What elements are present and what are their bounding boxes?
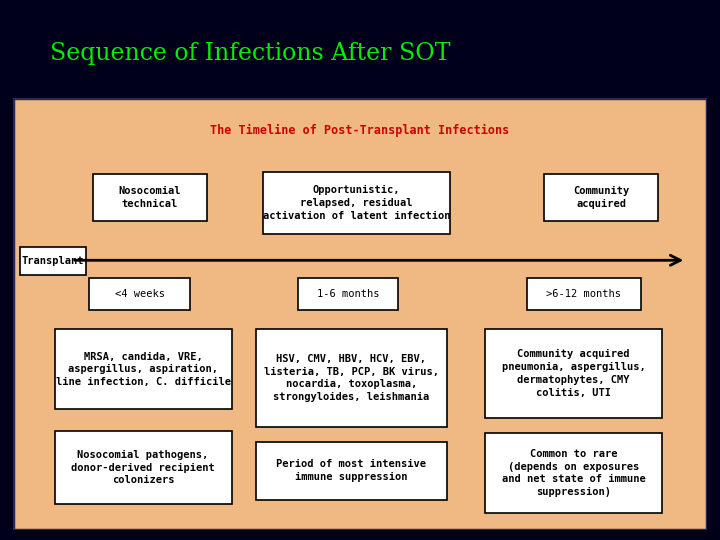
Text: Community acquired
pneumonia, aspergillus,
dermatophytes, CMY
colitis, UTI: Community acquired pneumonia, aspergillu… xyxy=(502,349,645,398)
Text: The Timeline of Post-Transplant Infections: The Timeline of Post-Transplant Infectio… xyxy=(210,124,510,137)
Text: Common to rare
(depends on exposures
and net state of immune
suppression): Common to rare (depends on exposures and… xyxy=(502,449,645,497)
FancyBboxPatch shape xyxy=(263,172,450,234)
Text: Period of most intensive
immune suppression: Period of most intensive immune suppress… xyxy=(276,460,426,482)
Text: Nosocomial pathogens,
donor-derived recipient
colonizers: Nosocomial pathogens, donor-derived reci… xyxy=(71,450,215,485)
FancyBboxPatch shape xyxy=(544,174,659,221)
Text: Transplant: Transplant xyxy=(22,256,84,266)
Text: Sequence of Infections After SOT: Sequence of Infections After SOT xyxy=(50,42,451,65)
FancyBboxPatch shape xyxy=(485,329,662,418)
Text: >6-12 months: >6-12 months xyxy=(546,289,621,299)
FancyBboxPatch shape xyxy=(93,174,207,221)
FancyBboxPatch shape xyxy=(55,431,232,504)
Text: HSV, CMV, HBV, HCV, EBV,
listeria, TB, PCP, BK virus,
nocardia, toxoplasma,
stro: HSV, CMV, HBV, HCV, EBV, listeria, TB, P… xyxy=(264,354,438,402)
FancyBboxPatch shape xyxy=(297,278,398,310)
FancyBboxPatch shape xyxy=(13,98,707,530)
FancyBboxPatch shape xyxy=(485,433,662,513)
FancyBboxPatch shape xyxy=(20,247,86,275)
FancyBboxPatch shape xyxy=(526,278,641,310)
Text: Nosocomial
technical: Nosocomial technical xyxy=(119,186,181,209)
Text: 1-6 months: 1-6 months xyxy=(317,289,379,299)
Text: MRSA, candida, VRE,
aspergillus, aspiration,
line infection, C. difficile: MRSA, candida, VRE, aspergillus, aspirat… xyxy=(55,352,230,387)
FancyBboxPatch shape xyxy=(256,442,446,500)
FancyBboxPatch shape xyxy=(55,329,232,409)
Text: <4 weeks: <4 weeks xyxy=(114,289,165,299)
FancyBboxPatch shape xyxy=(89,278,190,310)
FancyBboxPatch shape xyxy=(256,329,446,427)
Text: Community
acquired: Community acquired xyxy=(573,186,629,209)
Text: Opportunistic,
relapsed, residual
activation of latent infection: Opportunistic, relapsed, residual activa… xyxy=(263,185,450,221)
